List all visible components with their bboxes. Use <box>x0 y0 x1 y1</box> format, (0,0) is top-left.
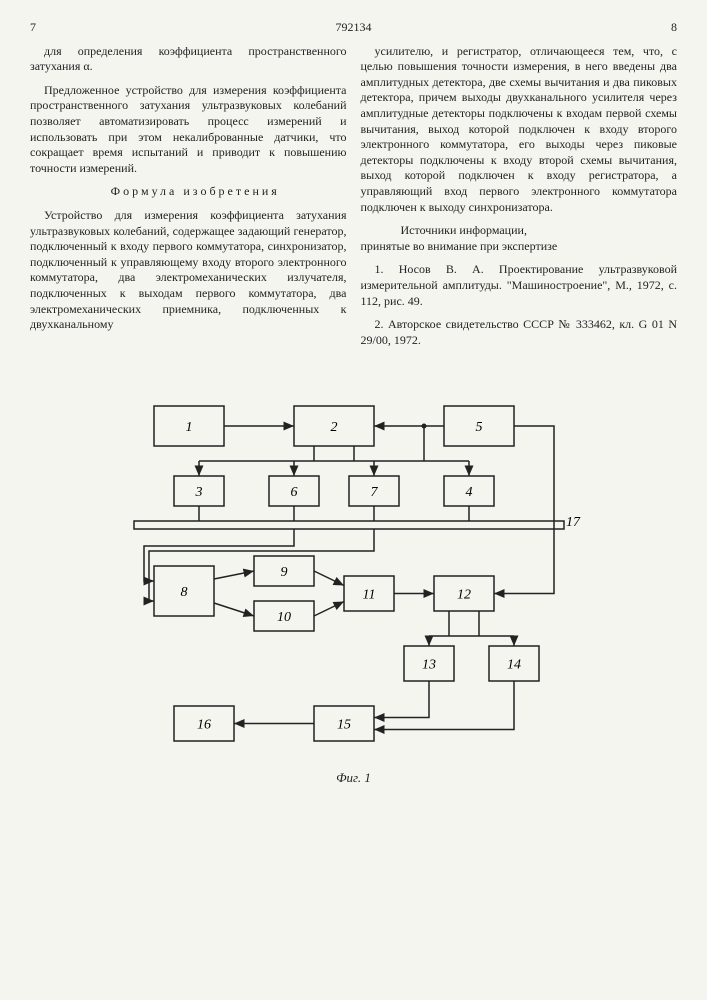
svg-text:17: 17 <box>566 515 581 530</box>
right-column: усилителю, и регистратор, отличающееся т… <box>361 44 678 357</box>
page-header: 7 792134 8 <box>30 20 677 36</box>
svg-text:7: 7 <box>370 485 378 500</box>
svg-text:4: 4 <box>465 485 472 500</box>
svg-text:1: 1 <box>185 420 192 435</box>
svg-text:6: 6 <box>290 485 297 500</box>
svg-text:15: 15 <box>337 718 351 733</box>
para: Предложенное устройство для измерения ко… <box>30 83 347 177</box>
block-diagram: 1253674891011121314151617 Фиг. 1 <box>30 386 677 787</box>
sources-sub: принятые во внимание при экспертизе <box>361 239 678 255</box>
svg-text:2: 2 <box>330 420 337 435</box>
para: Устройство для измерения коэффициента за… <box>30 208 347 333</box>
svg-text:16: 16 <box>197 718 211 733</box>
svg-text:8: 8 <box>180 585 187 600</box>
svg-text:13: 13 <box>422 658 436 673</box>
formula-heading: Формула изобретения <box>30 184 347 200</box>
diagram-svg: 1253674891011121314151617 <box>94 386 614 766</box>
para: усилителю, и регистратор, отличающееся т… <box>361 44 678 216</box>
left-column: для определения коэффициента пространств… <box>30 44 347 357</box>
sources-head: Источники информации, <box>361 223 678 239</box>
svg-text:12: 12 <box>457 588 471 603</box>
page-num-right: 8 <box>671 20 677 36</box>
source-item: 1. Носов В. А. Проектирование ультразвук… <box>361 262 678 309</box>
svg-text:5: 5 <box>475 420 482 435</box>
svg-text:14: 14 <box>507 658 521 673</box>
para: для определения коэффициента пространств… <box>30 44 347 75</box>
svg-text:11: 11 <box>362 588 375 603</box>
svg-text:3: 3 <box>194 485 202 500</box>
text-columns: для определения коэффициента пространств… <box>30 44 677 357</box>
patent-number: 792134 <box>36 20 671 36</box>
figure-label: Фиг. 1 <box>30 770 677 787</box>
source-item: 2. Авторское свидетельство СССР № 333462… <box>361 317 678 348</box>
svg-text:9: 9 <box>280 565 287 580</box>
svg-text:10: 10 <box>277 610 291 625</box>
